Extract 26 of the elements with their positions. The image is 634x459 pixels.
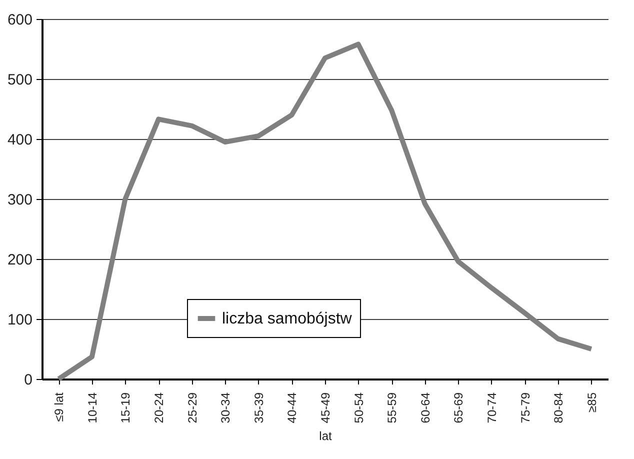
x-axis-title: lat bbox=[319, 429, 332, 444]
x-tick-label: 35-39 bbox=[252, 392, 266, 424]
x-tick-label: 50-54 bbox=[352, 392, 366, 424]
x-tick-label: 15-19 bbox=[118, 392, 133, 424]
x-tick-label: 30-34 bbox=[218, 392, 233, 424]
y-tick-label: 100 bbox=[7, 312, 32, 328]
x-tick-label: 45-49 bbox=[318, 392, 332, 424]
y-tick-label: 400 bbox=[7, 132, 32, 148]
x-tick-label: 75-79 bbox=[518, 392, 532, 424]
x-tick-label: 70-74 bbox=[484, 392, 499, 424]
legend-label: liczba samobójstw bbox=[222, 310, 352, 328]
x-tick-label: 20-24 bbox=[152, 392, 166, 424]
x-tick-label: 10-14 bbox=[85, 392, 100, 424]
x-tick-label: 65-69 bbox=[452, 392, 466, 424]
x-tick-label: ≥85 bbox=[584, 392, 599, 412]
x-tick-label: 60-64 bbox=[418, 392, 432, 424]
x-tick-label: 80-84 bbox=[552, 392, 566, 424]
x-tick-label: 25-29 bbox=[185, 392, 200, 424]
x-tick-label: 40-44 bbox=[285, 392, 300, 424]
y-tick-label: 500 bbox=[7, 72, 32, 88]
y-tick-label: 300 bbox=[7, 192, 32, 208]
x-tick-label: ≤9 lat bbox=[52, 392, 66, 422]
y-tick-label: 0 bbox=[24, 372, 32, 388]
x-tick-label: 55-59 bbox=[385, 392, 400, 424]
y-tick-label: 200 bbox=[7, 252, 32, 268]
y-tick-label: 600 bbox=[7, 12, 32, 28]
